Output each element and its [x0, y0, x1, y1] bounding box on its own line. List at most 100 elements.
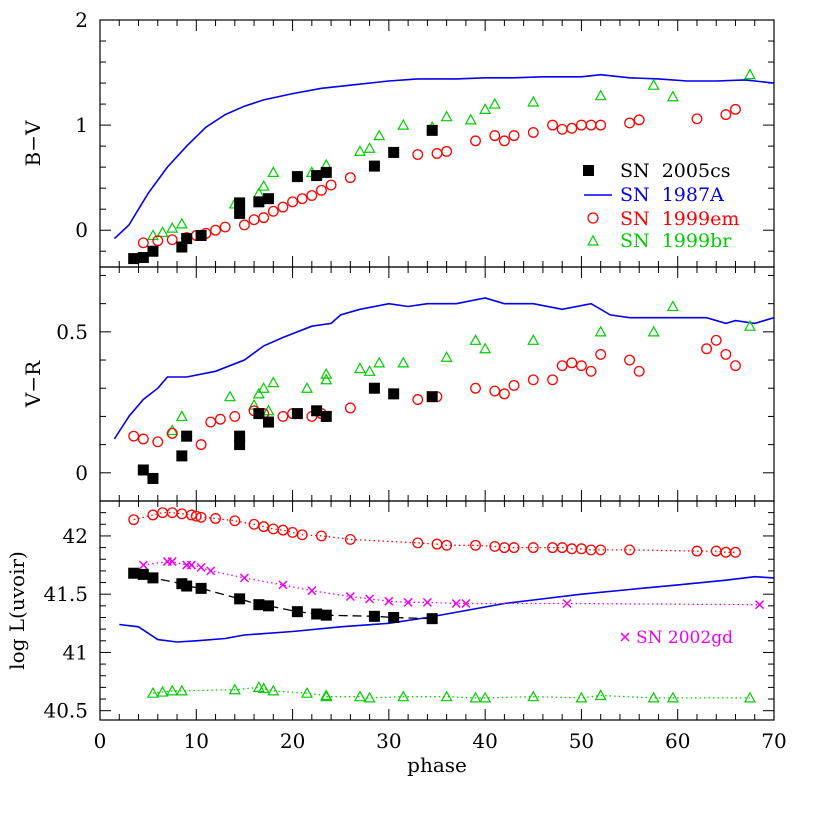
point-sn1999em — [210, 513, 221, 524]
series-sn2005cs — [128, 567, 438, 625]
point-sn1999em — [277, 410, 289, 422]
x-tick-label: 20 — [280, 729, 305, 753]
point-sn1999br — [440, 690, 453, 702]
point-sn1999br — [320, 690, 333, 702]
point-sn2005cs — [263, 193, 274, 205]
annotation-label-sn2002gd: SN 2002gd — [636, 628, 733, 648]
point-sn1999br — [527, 690, 540, 702]
point-sn1999br — [156, 226, 169, 237]
point-sn1999em — [229, 515, 241, 527]
point-sn1999em — [258, 521, 270, 533]
point-sn1999br — [743, 691, 756, 703]
series-sn1999em — [128, 507, 741, 558]
point-sn2005cs — [128, 253, 140, 265]
point-sn1999br — [146, 229, 159, 241]
point-sn2005cs — [291, 408, 303, 420]
point-sn1999br — [373, 356, 386, 368]
series-line-sn1987a — [113, 297, 774, 440]
point-sn2005cs — [253, 408, 265, 420]
point-sn1999br — [743, 319, 756, 331]
point-sn1999em — [624, 544, 636, 556]
point-sn1999em — [624, 354, 636, 366]
point-sn1999em — [566, 357, 578, 369]
legend-circle-marker — [587, 212, 599, 224]
cross-stroke — [206, 566, 216, 576]
point-sn2005cs — [253, 599, 265, 611]
point-sn1999em — [527, 542, 539, 554]
point-sn1999br — [300, 686, 314, 698]
point-sn1999br — [666, 90, 679, 102]
point-sn2005cs — [137, 568, 149, 580]
point-sn1999em — [498, 135, 510, 147]
point-sn2005cs — [137, 464, 149, 476]
point-sn1999br — [575, 691, 588, 703]
point-sn2005cs — [147, 245, 159, 257]
point-sn2005cs — [320, 609, 332, 621]
point-sn1999br — [257, 682, 270, 694]
point-sn1999em — [267, 205, 279, 217]
point-sn1999em — [470, 539, 481, 551]
point-sn1999em — [508, 379, 520, 391]
data-bv — [113, 68, 774, 265]
point-sn2005cs — [181, 580, 193, 592]
y-tick-label: 0 — [75, 461, 88, 485]
y-tick-label: 41 — [63, 640, 88, 664]
point-sn2002gd — [755, 600, 765, 610]
point-sn1999br — [440, 350, 453, 362]
y-axis-label-luvoir: log L(uvoir) — [5, 551, 29, 670]
point-sn1999em — [128, 430, 140, 442]
series-sn2002gd — [138, 557, 765, 610]
point-sn1999br — [175, 217, 188, 229]
point-sn1999em — [412, 394, 424, 405]
point-sn1999br — [527, 334, 540, 345]
point-sn1999em — [344, 172, 356, 184]
point-sn1999em — [210, 224, 221, 236]
legend-square-marker — [583, 165, 594, 176]
series-line-sn1999br — [152, 686, 750, 699]
point-sn1999br — [267, 166, 280, 178]
point-sn1999em — [489, 385, 501, 397]
legend-label-sn2005cs: SN 2005cs — [620, 160, 730, 182]
point-sn1999br — [223, 390, 237, 402]
point-sn1999br — [320, 367, 333, 379]
cross-stroke — [307, 586, 317, 596]
point-sn1999br — [252, 387, 265, 399]
point-sn2002gd — [278, 580, 288, 590]
point-sn2005cs — [291, 606, 303, 618]
point-sn1999br — [373, 129, 386, 141]
cross-stroke — [138, 560, 148, 570]
legend-entry-sn1999em: SN 1999em — [587, 208, 739, 230]
point-sn2005cs — [234, 593, 246, 605]
point-sn1999br — [175, 410, 188, 422]
point-sn2002gd — [186, 560, 197, 570]
point-sn1999br — [594, 689, 607, 701]
point-sn1999br — [353, 145, 366, 156]
point-sn1999em — [701, 343, 713, 355]
point-sn1999em — [498, 388, 510, 400]
point-sn1999br — [440, 110, 453, 122]
point-sn1999em — [277, 524, 289, 536]
point-sn1999br — [353, 362, 366, 374]
point-sn2002gd — [167, 557, 177, 567]
point-sn1999em — [412, 149, 424, 160]
point-sn1999br — [300, 381, 314, 393]
point-sn2005cs — [137, 252, 149, 264]
point-sn2002gd — [403, 597, 413, 607]
x-tick-label: 30 — [376, 729, 401, 753]
point-sn2005cs — [368, 382, 380, 394]
point-sn1999em — [287, 196, 299, 208]
legend-entry-sn1999br: SN 1999br — [586, 230, 732, 252]
point-sn1999br — [363, 141, 376, 153]
point-sn2005cs — [181, 233, 193, 245]
point-sn1999em — [248, 214, 260, 226]
point-sn1999br — [257, 381, 270, 393]
point-sn1999em — [508, 542, 520, 554]
point-sn2005cs — [263, 600, 274, 612]
point-sn2002gd — [206, 566, 216, 576]
point-sn1999em — [730, 546, 741, 558]
point-sn1999br — [397, 690, 410, 702]
legend-label-sn1999em: SN 1999em — [620, 208, 739, 230]
point-sn1999em — [547, 374, 558, 386]
point-sn1999em — [344, 533, 356, 545]
y-tick-label: 0.5 — [56, 320, 88, 344]
